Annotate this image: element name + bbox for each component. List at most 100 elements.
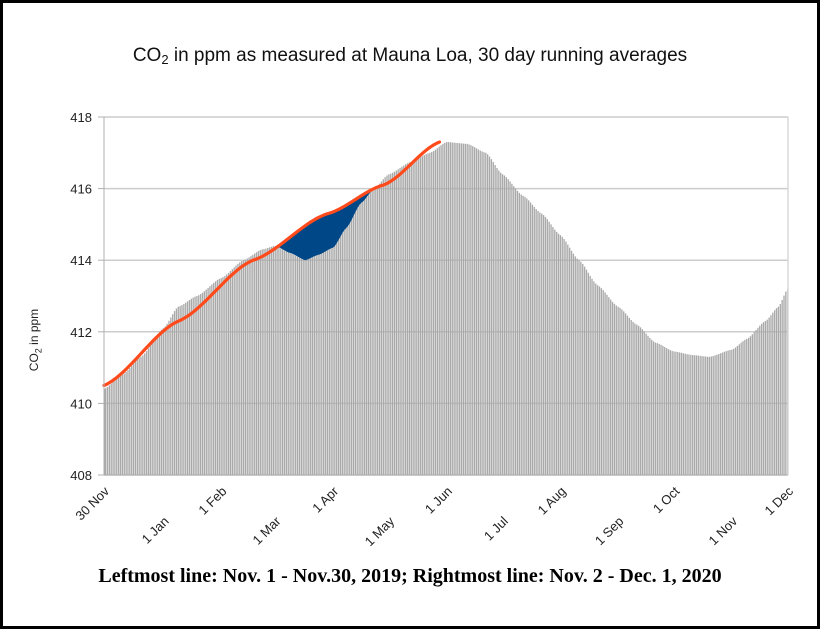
bar <box>308 258 310 475</box>
bar <box>721 352 724 475</box>
deficit-area <box>262 185 384 261</box>
bar <box>630 320 632 475</box>
bar <box>201 292 204 475</box>
bar <box>330 248 332 475</box>
bar <box>147 348 150 475</box>
bar <box>149 345 152 475</box>
bar <box>580 261 582 475</box>
x-tick-label: 1 Jan <box>139 514 172 547</box>
bar <box>464 143 466 475</box>
bar <box>296 256 299 475</box>
bar <box>255 252 258 475</box>
bar <box>770 315 772 475</box>
bar <box>285 251 288 475</box>
bar <box>129 368 131 475</box>
bar <box>593 281 595 475</box>
bar <box>457 143 459 476</box>
bar <box>375 187 377 475</box>
bar <box>783 295 785 475</box>
bar <box>248 257 250 475</box>
bar <box>233 267 235 475</box>
bar <box>391 172 394 475</box>
bar <box>309 257 312 475</box>
bar <box>511 183 513 475</box>
bar <box>164 326 166 475</box>
bar <box>589 275 591 475</box>
bar <box>662 345 664 475</box>
bar <box>252 254 254 475</box>
x-tick-label: 1 Feb <box>195 484 229 518</box>
bar <box>170 317 172 475</box>
bar <box>157 334 159 475</box>
bar <box>716 354 718 475</box>
bar <box>546 219 548 475</box>
bar <box>386 175 388 475</box>
bar <box>138 358 140 475</box>
bar <box>712 355 714 475</box>
chart-title: CO2 in ppm as measured at Mauna Loa, 30 … <box>0 45 820 67</box>
bar <box>557 233 560 475</box>
bar <box>645 333 647 475</box>
bar <box>328 249 330 475</box>
bar <box>686 354 688 475</box>
bar <box>453 142 455 475</box>
x-tick-labels: 30 Nov 1 Jan 1 Feb 1 Mar 1 Apr 1 May 1 Jun 1 Ju… <box>72 483 796 549</box>
bar <box>479 150 481 475</box>
bar <box>684 353 686 475</box>
bar <box>725 351 727 475</box>
y-tick-label: 414 <box>70 253 92 268</box>
bar <box>554 229 556 475</box>
bar <box>690 354 692 475</box>
bar <box>727 350 729 475</box>
bar <box>254 253 256 475</box>
bar <box>459 143 461 476</box>
bar <box>462 143 465 476</box>
bar <box>257 251 260 475</box>
bar <box>160 329 163 475</box>
bar <box>315 255 317 475</box>
bar <box>356 208 358 475</box>
bar <box>714 355 716 475</box>
bar <box>322 252 325 475</box>
bar <box>705 356 707 475</box>
bar <box>669 350 671 475</box>
bar <box>205 289 207 475</box>
bar <box>412 161 414 476</box>
bar <box>384 177 386 475</box>
bar <box>190 298 193 475</box>
bar <box>481 151 483 475</box>
bar <box>283 250 286 475</box>
bar <box>226 274 228 475</box>
bar <box>611 301 614 475</box>
bar <box>518 192 521 475</box>
bar <box>729 350 731 475</box>
x-tick-label: 1 Nov <box>706 513 741 548</box>
bars-group <box>104 142 789 476</box>
bar <box>326 250 329 475</box>
bar <box>321 253 323 475</box>
bar <box>261 249 263 475</box>
bar <box>606 294 608 475</box>
bar <box>513 186 515 475</box>
bar <box>209 286 211 475</box>
bar <box>678 352 681 475</box>
bar <box>140 356 142 475</box>
bar <box>591 278 593 475</box>
bar <box>501 174 504 475</box>
bar <box>289 253 291 475</box>
bar <box>213 282 215 475</box>
bar <box>287 252 289 475</box>
bar <box>723 351 726 475</box>
x-tick-label: 1 Jul <box>481 513 511 543</box>
trend-line-group <box>102 140 442 388</box>
bar <box>673 351 675 475</box>
bar <box>172 314 174 475</box>
bar <box>220 278 222 475</box>
bar <box>153 339 155 475</box>
x-tick-label: 1 Apr <box>309 483 342 516</box>
bar <box>218 278 220 475</box>
bar <box>343 229 345 475</box>
bar <box>576 258 578 475</box>
bar <box>397 169 399 475</box>
bar <box>242 260 245 475</box>
